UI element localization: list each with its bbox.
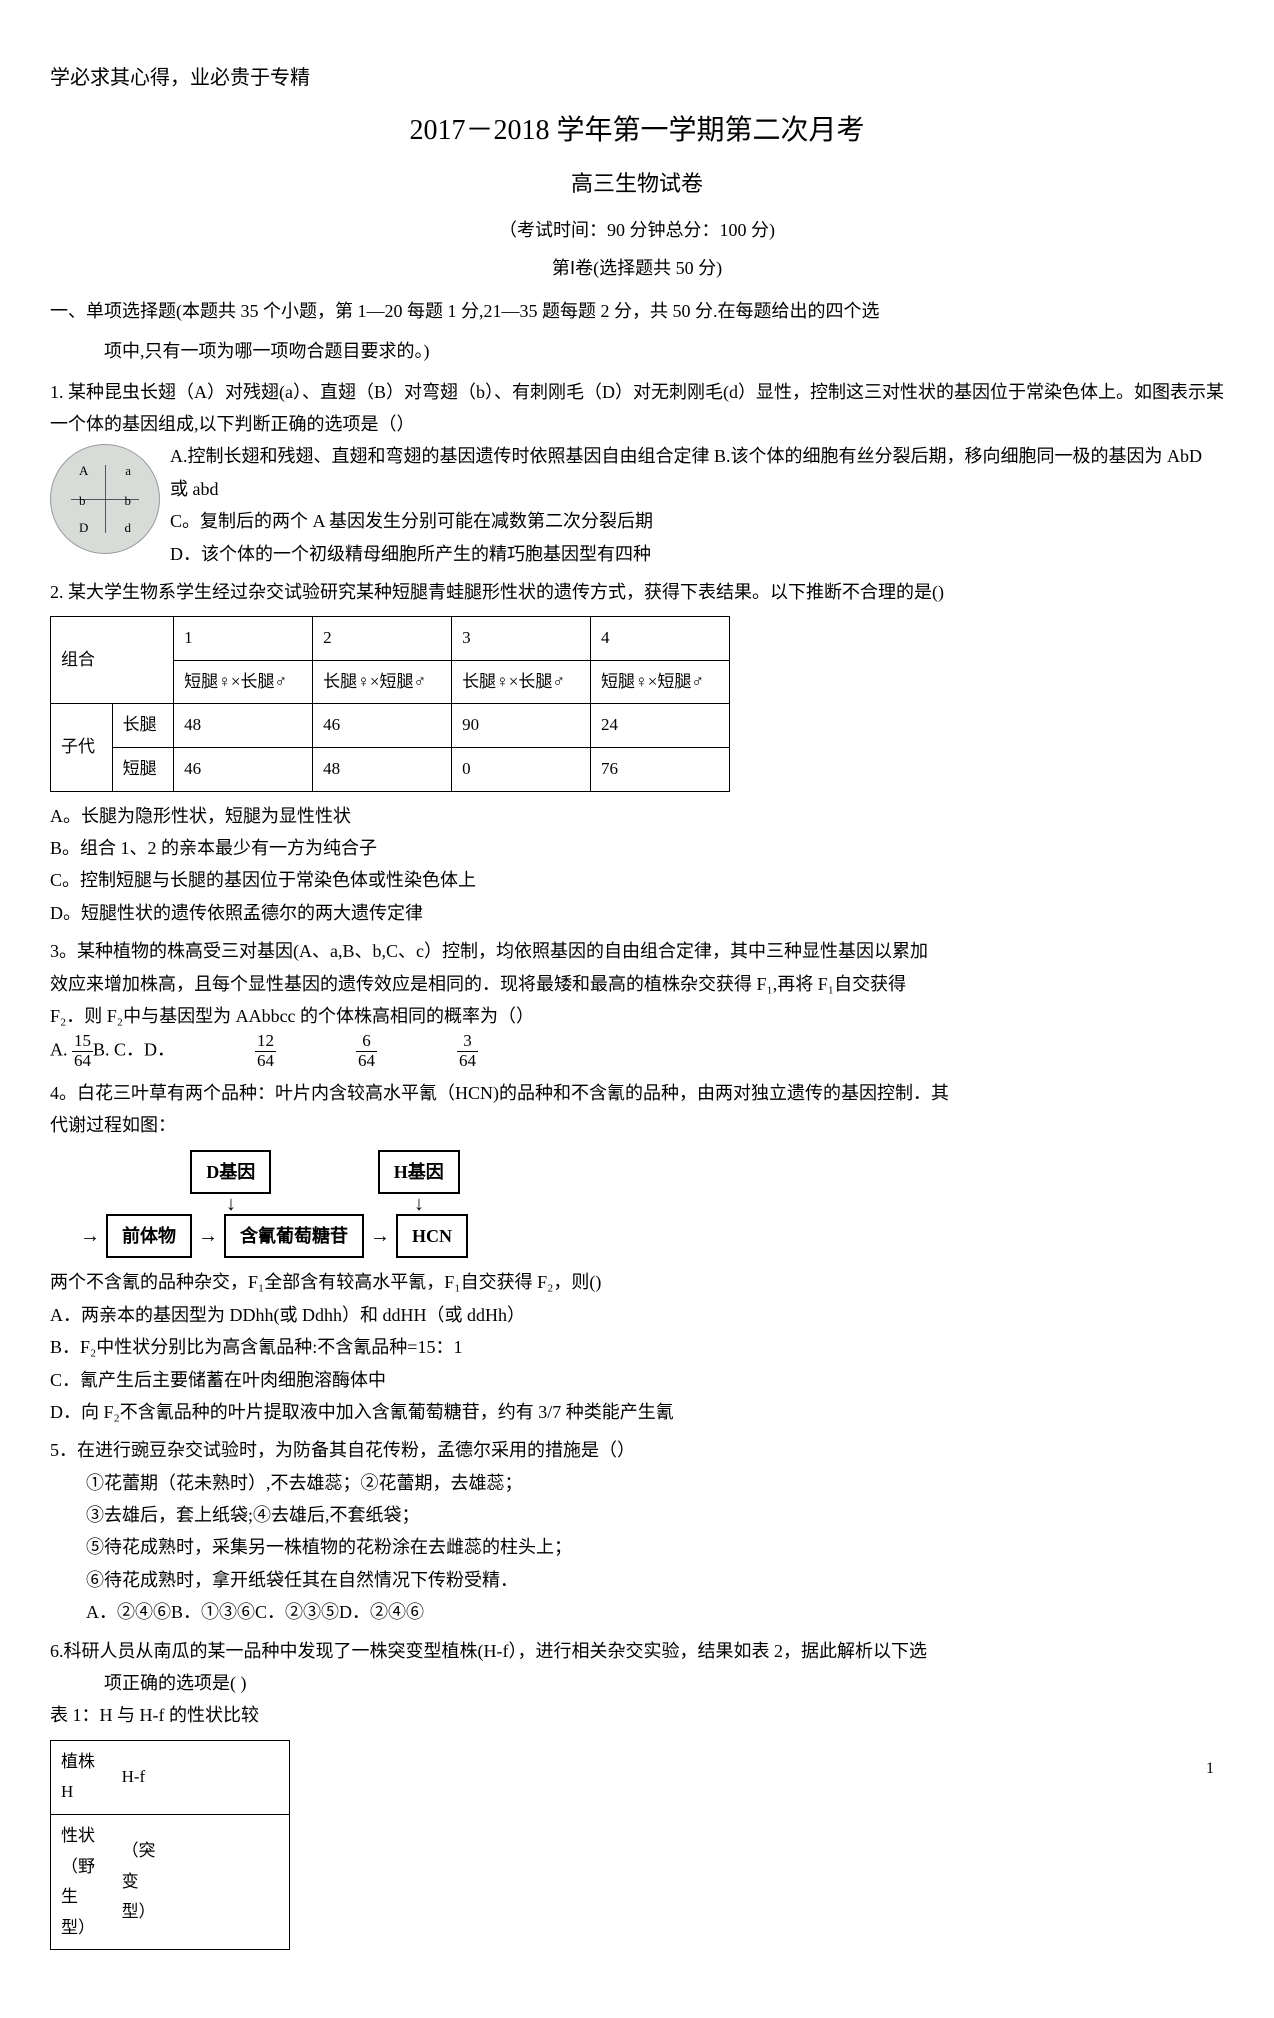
q6-stem-1: 6.科研人员从南瓜的某一品种中发现了一株突变型植株(H‐f），进行相关杂交实验，… (50, 1635, 1224, 1667)
q2-th-4: 4 (591, 617, 730, 661)
q4-stem-3: 两个不含氰的品种杂交，F₁全部含有较高水平氰，F₁自交获得 F₂，则() (50, 1266, 1224, 1298)
q4-h-gene-box: H基因 (378, 1150, 460, 1194)
q3-frac-b: 1264 (255, 1032, 276, 1070)
question-3: 3。某种植物的株高受三对基因(A、a,B、b,C、c）控制，均依照基因的自由组合… (50, 935, 1224, 1071)
q4-stem-2: 代谢过程如图： (50, 1109, 1224, 1141)
q2-short-1: 46 (174, 748, 313, 792)
arrow-right-icon: → (198, 1218, 218, 1254)
q4-opt-c: C．氰产生后主要储蓄在叶肉细胞溶酶体中 (50, 1364, 1224, 1396)
question-2: 2. 某大学生物系学生经过杂交试验研究某种短腿青蛙腿形性状的遗传方式，获得下表结… (50, 576, 1224, 929)
q2-short-3: 0 (452, 748, 591, 792)
q2-opt-d: D。短腿性状的遗传依照孟德尔的两大遗传定律 (50, 897, 1224, 929)
arrow-right-icon: → (80, 1218, 100, 1254)
q3-stem-1: 3。某种植物的株高受三对基因(A、a,B、b,C、c）控制，均依照基因的自由组合… (50, 935, 1224, 967)
q4-opt-d: D．向 F₂不含氰品种的叶片提取液中加入含氰葡萄糖苷，约有 3/7 种类能产生氰 (50, 1396, 1224, 1428)
q2-opt-c: C。控制短腿与长腿的基因位于常染色体或性染色体上 (50, 864, 1224, 896)
q2-cross-4: 短腿♀×短腿♂ (591, 660, 730, 704)
q4-hcn-box: HCN (396, 1214, 468, 1258)
q2-opt-b: B。组合 1、2 的亲本最少有一方为纯合子 (50, 832, 1224, 864)
q2-long-3: 90 (452, 704, 591, 748)
q2-table: 组合 1 2 3 4 短腿♀×长腿♂ 长腿♀×短腿♂ 长腿♀×长腿♂ 短腿♀×短… (50, 616, 730, 791)
q6-td-mut: （突变型） (112, 1814, 170, 1949)
q2-long-1: 48 (174, 704, 313, 748)
q4-pathway-diagram: D基因 H基因 ↓ ↓ → 前体物 → 含氰葡萄糖苷 → HCN (80, 1150, 540, 1259)
q1-img-tr: a (125, 459, 131, 482)
arrow-right-icon: → (370, 1218, 390, 1254)
q4-d-gene-box: D基因 (190, 1150, 271, 1194)
exam-meta: （考试时间：90 分钟总分：100 分) (50, 214, 1224, 246)
q5-line-4: ⑥待花成熟时，拿开纸袋任其在自然情况下传粉受精． (50, 1564, 1224, 1596)
q3-stem-3: F₂．则 F₂中与基因型为 AAbbcc 的个体株高相同的概率为（） (50, 1000, 1224, 1032)
q6-th-hf: H‐f (112, 1740, 170, 1814)
q4-opt-a: A．两亲本的基因型为 DDhh(或 Ddhh）和 ddHH（或 ddHh） (50, 1299, 1224, 1331)
question-1: 1. 某种昆虫长翅（A）对残翅(a）、直翅（B）对弯翅（b）、有刺刚毛（D）对无… (50, 376, 1224, 570)
q3-frac-d: 364 (457, 1032, 478, 1070)
q6-stem-2: 项正确的选项是( ) (50, 1667, 1224, 1699)
q5-line-2: ③去雄后，套上纸袋;④去雄后,不套纸袋； (50, 1499, 1224, 1531)
question-6: 6.科研人员从南瓜的某一品种中发现了一株突变型植株(H‐f），进行相关杂交实验，… (50, 1635, 1224, 1951)
q6-th-h: 植株 H (51, 1740, 112, 1814)
q1-opt-ab: A.控制长翅和残翅、直翅和弯翅的基因遗传时依照基因自由组合定律 B.该个体的细胞… (50, 440, 1224, 505)
q6-table: 植株 H H‐f 性状（野生型） （突变型） (50, 1740, 290, 1951)
q1-opt-c: C。复制后的两个 A 基因发生分别可能在减数第二次分裂后期 (50, 505, 1224, 537)
q1-genotype-diagram: A a b b D d (50, 444, 160, 554)
q2-cross-3: 长腿♀×长腿♂ (452, 660, 591, 704)
q1-opt-d: D．该个体的一个初级精母细胞所产生的精巧胞基因型有四种 (50, 538, 1224, 570)
instructions-line-1: 一、单项选择题(本题共 35 个小题，第 1—20 每题 1 分,21—35 题… (50, 295, 1224, 327)
q1-img-tl: A (79, 459, 88, 482)
section-label: 第Ⅰ卷(选择题共 50 分) (50, 252, 1224, 284)
exam-subtitle: 高三生物试卷 (50, 164, 1224, 204)
exam-title: 2017－2018 学年第一学期第二次月考 (50, 106, 1224, 156)
q4-stem-1: 4。白花三叶草有两个品种：叶片内含较高水平氰（HCN)的品种和不含氰的品种，由两… (50, 1077, 1224, 1109)
q6-td-wild: 性状（野生型） (51, 1814, 112, 1949)
q2-long-2: 46 (313, 704, 452, 748)
q5-stem: 5．在进行豌豆杂交试验时，为防备其自花传粉，孟德尔采用的措施是（） (50, 1434, 1224, 1466)
q5-line-3: ⑤待花成熟时，采集另一株植物的花粉涂在去雌蕊的柱头上； (50, 1531, 1224, 1563)
question-4: 4。白花三叶草有两个品种：叶片内含较高水平氰（HCN)的品种和不含氰的品种，由两… (50, 1077, 1224, 1429)
q3-opt-a: A. 1564B. C．D． (50, 1032, 175, 1070)
q2-short-2: 48 (313, 748, 452, 792)
q6-table-caption: 表 1：H 与 H‐f 的性状比较 (50, 1699, 1224, 1731)
q3-choices: A. 1564B. C．D． 1264 664 364 (50, 1032, 1224, 1070)
q4-glucoside-box: 含氰葡萄糖苷 (224, 1214, 364, 1258)
q2-short-4: 76 (591, 748, 730, 792)
question-5: 5．在进行豌豆杂交试验时，为防备其自花传粉，孟德尔采用的措施是（） ①花蕾期（花… (50, 1434, 1224, 1628)
q4-precursor-box: 前体物 (106, 1214, 192, 1258)
q4-opt-b: B．F₂中性状分别比为高含氰品种:不含氰品种=15：1 (50, 1331, 1224, 1363)
q2-opt-a: A。长腿为隐形性状，短腿为显性性状 (50, 800, 1224, 832)
q2-th-group: 组合 (51, 617, 174, 704)
q5-line-1: ①花蕾期（花未熟时）,不去雄蕊；②花蕾期，去雄蕊； (50, 1467, 1224, 1499)
q2-th-3: 3 (452, 617, 591, 661)
arrow-down-icon: ↓ (394, 1194, 444, 1214)
q3-frac-c: 664 (356, 1032, 377, 1070)
q2-th-1: 1 (174, 617, 313, 661)
q2-long-4: 24 (591, 704, 730, 748)
q2-long-label: 长腿 (112, 704, 174, 748)
arrow-down-icon: ↓ (206, 1194, 256, 1214)
q1-stem: 1. 某种昆虫长翅（A）对残翅(a）、直翅（B）对弯翅（b）、有刺刚毛（D）对无… (50, 376, 1224, 441)
q2-short-label: 短腿 (112, 748, 174, 792)
q2-cross-2: 长腿♀×短腿♂ (313, 660, 452, 704)
instructions-line-2: 项中,只有一项为哪一项吻合题目要求的。) (50, 335, 1224, 367)
q5-options: A．②④⑥B．①③⑥C．②③⑤D．②④⑥ (50, 1596, 1224, 1628)
q1-img-mr: b (125, 489, 132, 512)
header-note: 学必求其心得，业必贵于专精 (50, 60, 1224, 96)
q3-stem-2: 效应来增加株高，且每个显性基因的遗传效应是相同的．现将最矮和最高的植株杂交获得 … (50, 968, 1224, 1000)
q2-offspring-label: 子代 (51, 704, 113, 791)
q2-cross-1: 短腿♀×长腿♂ (174, 660, 313, 704)
q2-stem: 2. 某大学生物系学生经过杂交试验研究某种短腿青蛙腿形性状的遗传方式，获得下表结… (50, 576, 1224, 608)
q1-img-bl: D (79, 516, 88, 539)
q2-th-2: 2 (313, 617, 452, 661)
q1-img-ml: b (79, 489, 86, 512)
page-number: 1 (1206, 1755, 1214, 1784)
q1-img-br: d (125, 516, 132, 539)
